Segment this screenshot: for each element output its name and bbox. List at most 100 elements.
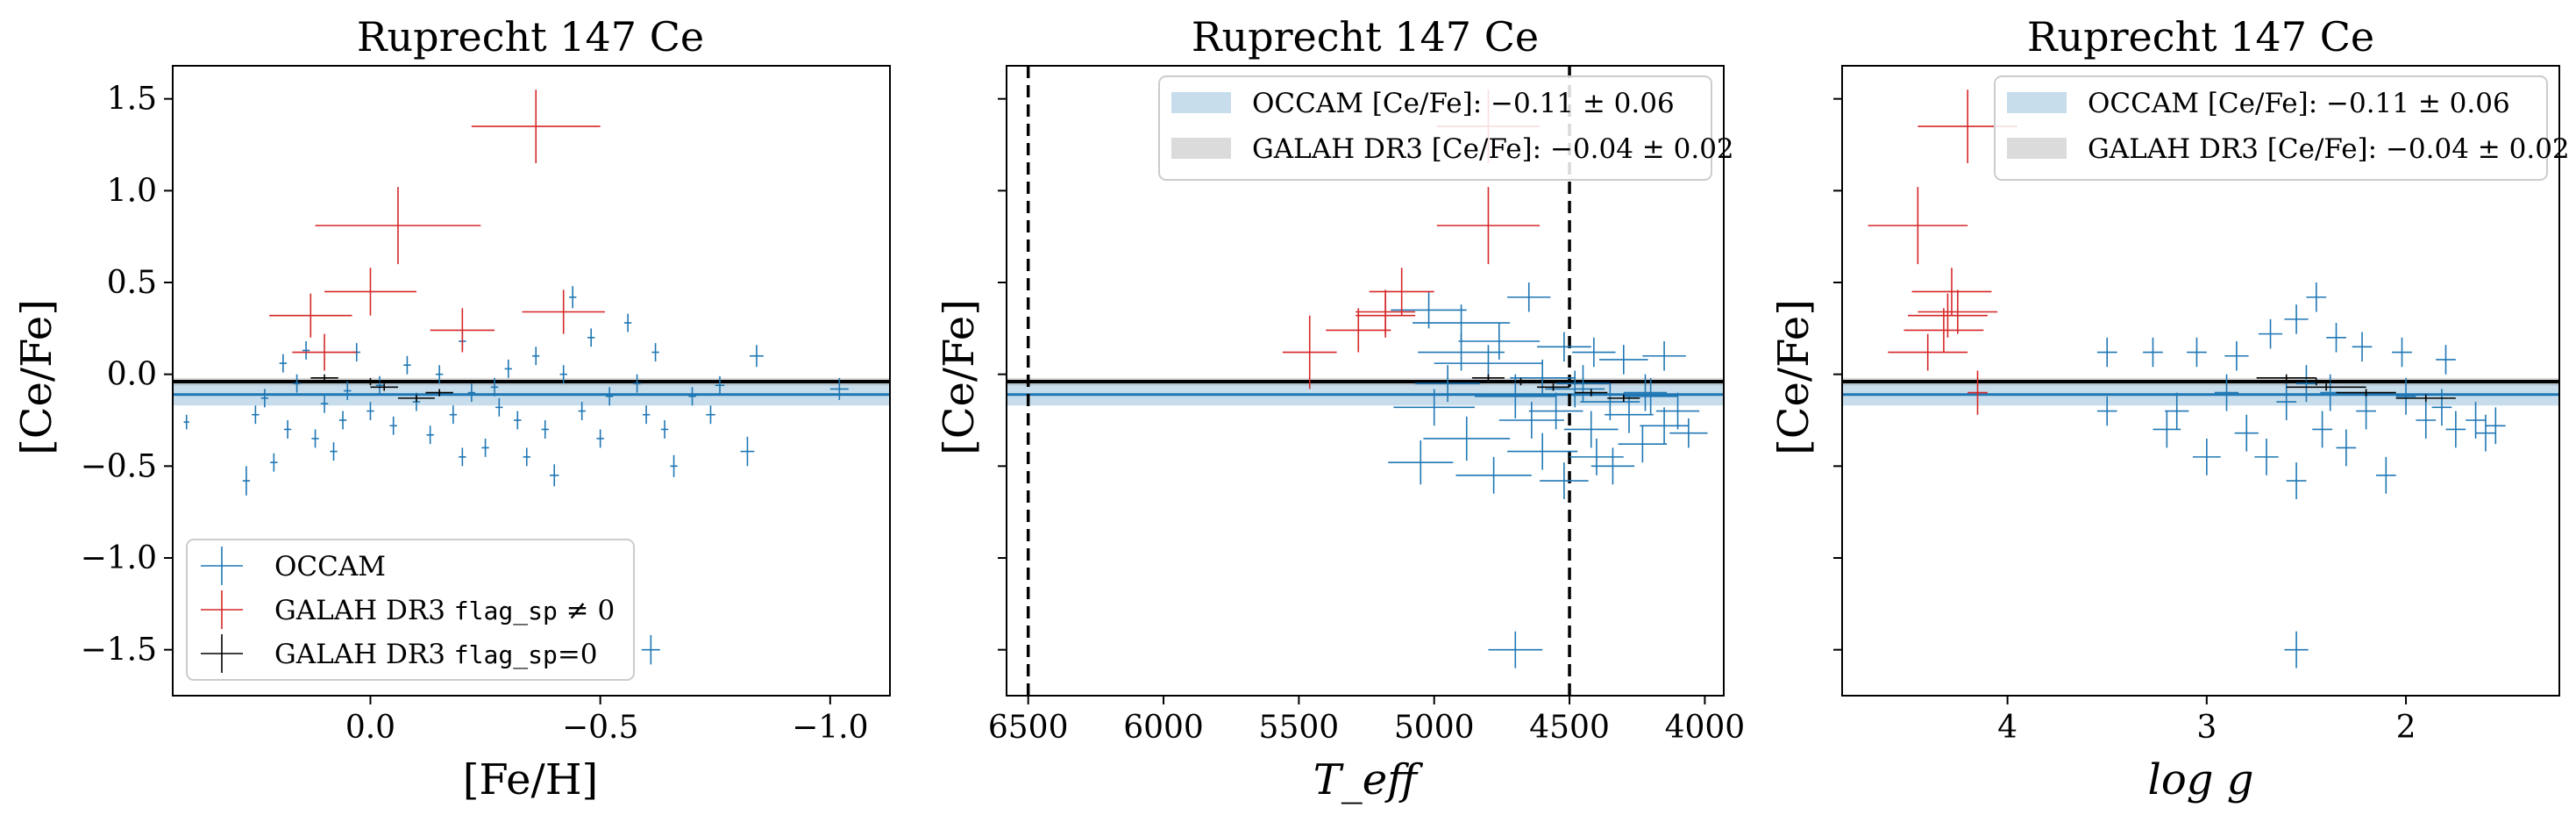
- x-axis-label: T_eff: [1313, 755, 1423, 804]
- data-point: [1904, 308, 1984, 353]
- data-point: [559, 365, 567, 384]
- data-point: [1640, 407, 1689, 445]
- x-tick-label: −0.5: [562, 710, 638, 746]
- axes-frame: [1841, 65, 2560, 697]
- data-point: [1393, 389, 1476, 426]
- x-tick-label: 3: [2196, 710, 2217, 746]
- data-point: [642, 405, 651, 425]
- data-point: [623, 313, 632, 332]
- data-point: [1605, 396, 1654, 433]
- data-point: [1918, 289, 1998, 334]
- data-point: [459, 447, 466, 467]
- data-point: [242, 466, 251, 496]
- data-point: [1572, 337, 1616, 368]
- data-point: [587, 328, 595, 347]
- legend-box: [1994, 75, 2548, 181]
- x-tick-label: −1.0: [792, 710, 868, 746]
- data-point: [1555, 365, 1611, 403]
- data-point: [252, 405, 260, 425]
- data-point: [2416, 402, 2437, 439]
- data-point: [2214, 374, 2239, 411]
- data-point: [549, 464, 559, 487]
- panel-title: Ruprecht 147 Ce: [357, 13, 704, 61]
- data-point: [605, 387, 614, 406]
- data-point: [2276, 383, 2297, 421]
- data-point: [1968, 370, 1988, 415]
- data-point: [2392, 337, 2412, 368]
- data-point: [481, 438, 489, 457]
- axes-frame: [1006, 65, 1725, 697]
- data-point: [660, 420, 669, 439]
- data-point: [495, 397, 503, 417]
- data-point: [2395, 394, 2456, 403]
- data-point: [1458, 323, 1541, 360]
- data-point: [2224, 340, 2249, 371]
- data-point: [467, 383, 476, 403]
- data-point: [2234, 414, 2259, 452]
- data-point: [1907, 293, 1988, 338]
- data-point: [1282, 315, 1337, 390]
- data-point: [1540, 462, 1589, 500]
- data-point: [1563, 411, 1619, 448]
- data-point: [2258, 318, 2283, 349]
- data-point: [2475, 414, 2496, 452]
- data-point: [375, 375, 384, 395]
- series-galah-dr3-flag-sp-0: [2256, 374, 2456, 403]
- legend-label: OCCAM [Ce/Fe]: −0.11 ± 0.06: [1252, 88, 1675, 119]
- data-point: [1369, 268, 1434, 316]
- data-point: [293, 374, 301, 393]
- y-tick-label: −1.0: [81, 540, 157, 576]
- data-point: [532, 347, 540, 366]
- x-tick-label: 0.0: [345, 710, 395, 746]
- legend-label-part: ≠ 0: [558, 595, 615, 626]
- data-point: [1418, 333, 1505, 371]
- data-point: [2096, 337, 2117, 368]
- y-tick-label: 1.0: [107, 173, 157, 209]
- panel-logg: Ruprecht 147 Ce log g [Ce/Fe] 4 3 2 OCCAM […: [1769, 13, 2570, 804]
- data-point: [514, 411, 522, 430]
- data-point: [829, 377, 849, 400]
- x-axis-label: log g: [2148, 755, 2254, 804]
- data-point: [344, 382, 352, 400]
- legend-label: GALAH DR3 flag_sp=0: [274, 639, 598, 670]
- data-point: [320, 394, 329, 413]
- data-point: [1507, 432, 1578, 470]
- data-point: [471, 89, 601, 163]
- data-point: [2192, 438, 2221, 475]
- data-point: [1868, 187, 1968, 265]
- data-point: [1388, 440, 1454, 485]
- legend-label-flag: flag_sp: [454, 640, 558, 670]
- legend-patch: [1171, 92, 1231, 113]
- data-point: [715, 375, 725, 395]
- data-point: [1911, 268, 1992, 316]
- x-tick-label: 5500: [1259, 710, 1340, 746]
- data-point: [426, 425, 434, 445]
- data-point: [1618, 425, 1668, 463]
- data-point: [1607, 394, 1640, 403]
- data-point: [352, 377, 389, 386]
- data-point: [2296, 365, 2316, 403]
- data-point: [2286, 383, 2366, 391]
- data-point: [425, 389, 453, 397]
- data-point: [370, 383, 398, 391]
- data-point: [2312, 411, 2332, 448]
- legend-label: GALAH DR3 [Ce/Fe]: −0.04 ± 0.02: [2088, 133, 2570, 165]
- data-point: [523, 447, 530, 467]
- x-tick-label: 4000: [1665, 710, 1746, 746]
- data-point: [1642, 340, 1686, 371]
- axes-frame: [172, 65, 891, 697]
- data-point: [651, 343, 659, 362]
- data-point: [541, 420, 549, 439]
- data-point: [1545, 370, 1605, 408]
- data-point: [1575, 389, 1608, 397]
- data-point: [670, 454, 678, 477]
- data-point: [1498, 402, 1564, 439]
- data-point: [2375, 456, 2396, 494]
- data-point: [389, 416, 397, 435]
- legend-label-flag: flag_sp: [454, 597, 558, 626]
- x-tick-label: 5000: [1394, 710, 1475, 746]
- legend-patch: [1171, 138, 1231, 159]
- x-tick-label: 6500: [988, 710, 1069, 746]
- data-point: [2395, 377, 2416, 415]
- data-point: [310, 374, 338, 382]
